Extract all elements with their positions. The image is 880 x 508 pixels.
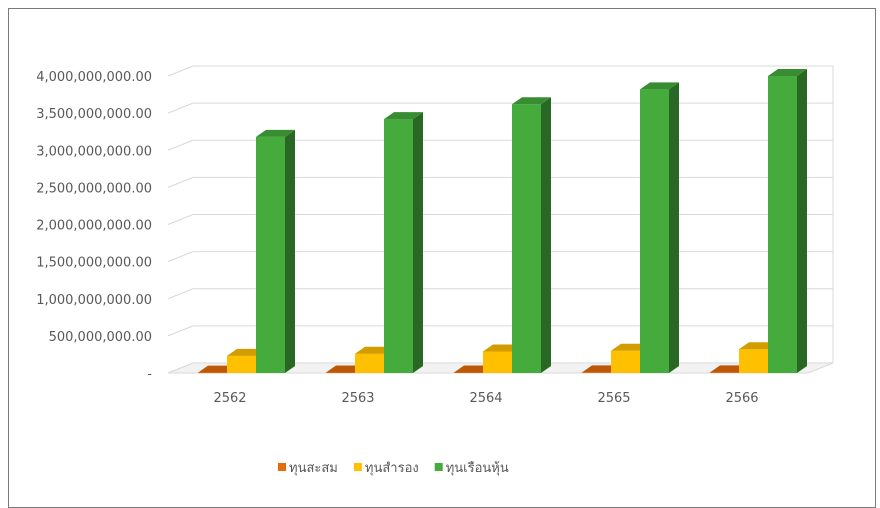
legend-item: ทุนเรือนหุ้น [434,460,509,476]
x-tick-label: 2564 [469,391,502,406]
legend-label: ทุนสะสม [289,461,338,476]
y-tick-label: 3,500,000,000.00 [36,107,152,122]
legend-item: ทุนสะสม [278,461,338,476]
bar-top [384,112,423,120]
bar-front [198,372,227,374]
x-tick-label: 2566 [725,391,758,406]
x-axis-labels: 2562 2563 2564 2565 2566 [213,391,758,406]
bar-front [710,372,739,373]
bar-front [227,355,256,373]
y-tick-label: - [147,367,152,382]
y-tick-label: 1,000,000,000.00 [36,293,152,308]
gridline-side [167,325,194,337]
bar [640,82,679,374]
chart-frame [8,8,876,508]
legend-swatch [353,463,362,471]
y-axis-ticks: - 500,000,000.00 1,000,000,000.00 1,500,000… [36,70,152,382]
bar-side [797,69,807,373]
bar-front [355,353,384,373]
bar [512,97,551,373]
bar-front [454,372,483,373]
bar-front [384,119,413,373]
bar-front [739,349,768,373]
bar-side [669,82,679,374]
y-tick-label: 2,500,000,000.00 [36,181,152,196]
x-tick-label: 2563 [341,391,374,406]
chart-svg: - 500,000,000.00 1,000,000,000.00 1,500,000… [36,65,834,476]
x-tick-label: 2565 [597,391,630,406]
gridline-side [167,288,194,300]
gridline-side [167,102,194,114]
y-tick-label: 4,000,000,000.00 [36,70,152,85]
gridline-side [167,176,194,188]
gridline-side [167,362,194,374]
y-tick-label: 500,000,000.00 [49,330,152,345]
gridline-side [167,139,194,151]
legend: ทุนสะสม ทุนสำรอง ทุนเรือนหุ้น [278,460,509,476]
bar-front [326,372,355,374]
bar-front [582,372,611,373]
legend-label: ทุนเรือนหุ้น [446,460,509,476]
bar-side [541,97,551,373]
bar [256,129,295,373]
legend-swatch [278,463,286,471]
gridline-side [167,65,194,77]
y-tick-label: 1,500,000,000.00 [36,256,152,271]
bar-top [768,69,807,76]
bar-side [413,112,423,373]
y-tick-label: 2,000,000,000.00 [36,219,152,234]
bar [384,112,423,373]
bar-top [256,129,295,137]
bar-front [640,89,669,374]
bar-front [256,136,285,373]
bar [768,69,807,373]
gridline-side [167,251,194,263]
legend-label: ทุนสำรอง [365,461,419,476]
gridline-side [167,214,194,225]
bar-front [768,76,797,373]
bar-front [483,351,512,373]
legend-swatch [434,463,443,471]
bar-front [611,350,640,373]
bars [198,69,807,374]
y-tick-label: 3,000,000,000.00 [36,144,152,159]
bar-side [285,129,295,373]
x-tick-label: 2562 [213,391,246,406]
legend-item: ทุนสำรอง [353,461,419,476]
bar-front [512,104,541,373]
bar-top [640,82,679,90]
bar-top [512,97,551,105]
